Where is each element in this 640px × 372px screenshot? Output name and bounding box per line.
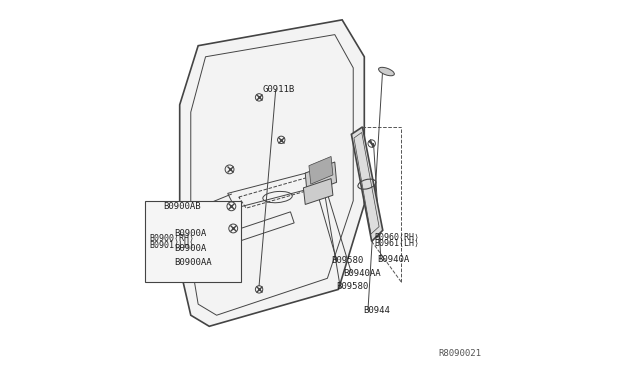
Text: B09580: B09580 bbox=[337, 282, 369, 291]
Ellipse shape bbox=[379, 67, 394, 76]
FancyBboxPatch shape bbox=[145, 201, 241, 282]
Text: B0940AA: B0940AA bbox=[343, 269, 381, 278]
Polygon shape bbox=[180, 20, 364, 326]
Text: B0901⟨LH⟩: B0901⟨LH⟩ bbox=[149, 241, 195, 250]
Text: B0944: B0944 bbox=[363, 306, 390, 315]
Text: B0900A: B0900A bbox=[174, 229, 207, 238]
Text: B0960⟨RH⟩: B0960⟨RH⟩ bbox=[374, 232, 420, 241]
Polygon shape bbox=[305, 162, 337, 193]
Text: R8090021: R8090021 bbox=[438, 350, 481, 359]
Text: B0961⟨LH⟩: B0961⟨LH⟩ bbox=[374, 239, 420, 248]
Text: B09580: B09580 bbox=[331, 256, 364, 265]
Text: B0940A: B0940A bbox=[377, 254, 410, 264]
Text: B0900⟨RH⟩: B0900⟨RH⟩ bbox=[149, 234, 195, 243]
Text: B0900A: B0900A bbox=[174, 244, 207, 253]
Text: B0900AA: B0900AA bbox=[174, 258, 212, 267]
Text: B0900AB: B0900AB bbox=[163, 202, 201, 211]
Polygon shape bbox=[351, 127, 383, 241]
Text: G0911B: G0911B bbox=[263, 85, 295, 94]
Polygon shape bbox=[309, 157, 333, 184]
Polygon shape bbox=[303, 179, 333, 205]
